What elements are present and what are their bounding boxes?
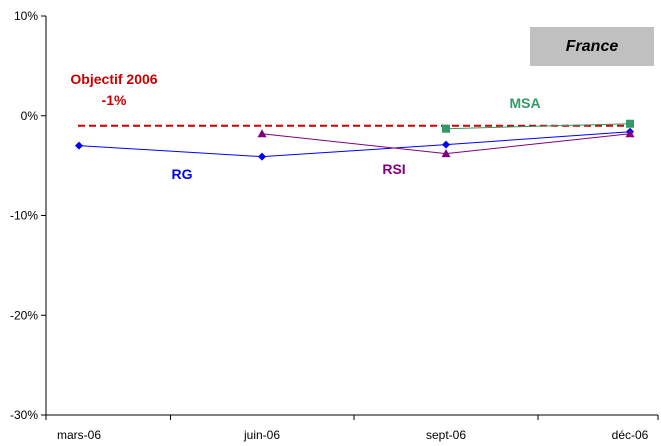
x-tick-label: juin-06 (243, 428, 280, 442)
y-tick-label: -10% (10, 209, 38, 223)
x-tick-label: mars-06 (57, 428, 101, 442)
series-label-rg: RG (172, 166, 193, 182)
x-tick-label: sept-06 (426, 428, 466, 442)
y-tick-label: 0% (21, 109, 39, 123)
series-label-msa: MSA (509, 95, 540, 111)
data-point-msa (626, 119, 634, 128)
series-layer (75, 119, 635, 161)
data-point-rsi (441, 149, 451, 158)
region-label: France (565, 37, 619, 55)
data-point-msa (442, 124, 450, 133)
y-tick-label: -20% (10, 308, 38, 322)
target-label-value: -1% (102, 92, 127, 108)
data-point-rsi (257, 129, 267, 138)
y-tick-label: -30% (10, 408, 38, 422)
data-point-rg (258, 152, 266, 161)
series-label-rsi: RSI (382, 161, 405, 177)
x-tick-label: déc-06 (612, 428, 649, 442)
y-tick-label: 10% (14, 9, 38, 23)
region-label-box: France (530, 27, 654, 66)
data-point-rg (442, 140, 450, 149)
axes: 10% 0% -10% -20% -30% mars-06 juin-06 sept-06 dé… (10, 9, 659, 442)
data-point-rsi (625, 129, 635, 138)
series-line-rg (78, 131, 631, 158)
series-line-msa (445, 123, 631, 130)
target-label-title: Objectif 2006 (70, 71, 157, 87)
data-point-rg (75, 141, 83, 150)
